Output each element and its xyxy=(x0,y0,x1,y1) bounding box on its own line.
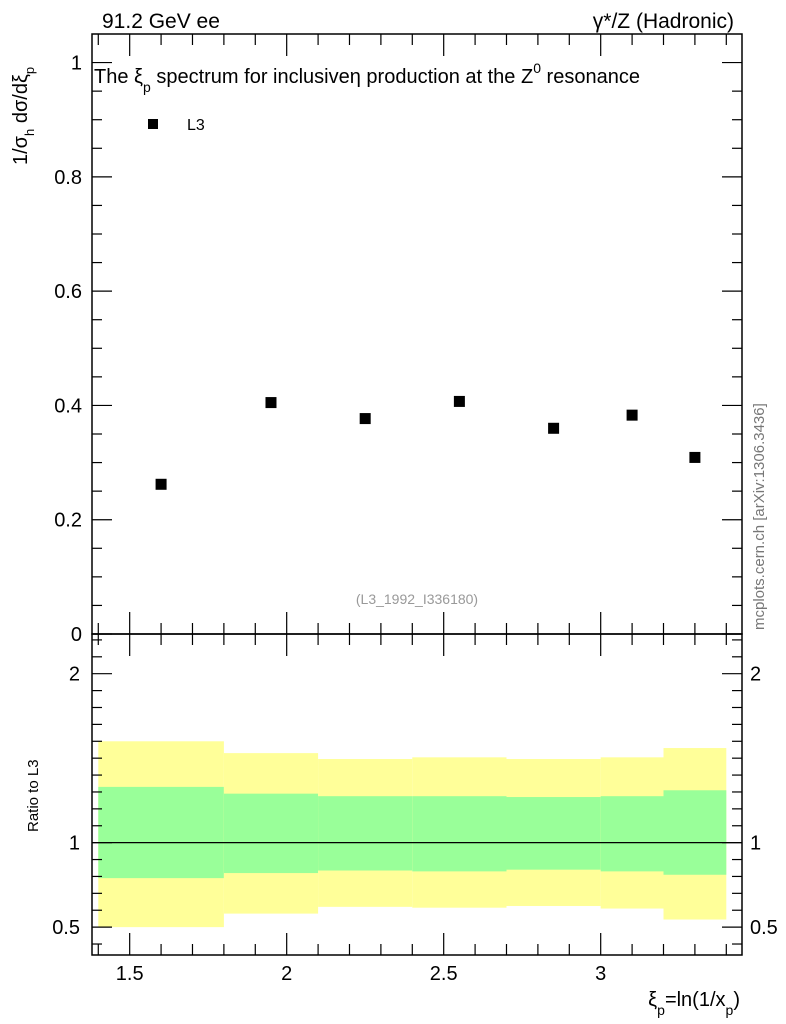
x-tick-label: 3 xyxy=(595,963,606,985)
header-right: γ*/Z (Hadronic) xyxy=(593,10,734,33)
main-y-tick-label: 1 xyxy=(71,53,82,75)
watermark: mcplots.cern.ch [arXiv:1306.3436] xyxy=(751,403,768,630)
main-y-axis-label: 1/σh dσ/dξp xyxy=(10,67,37,165)
xlabel-part-c: ) xyxy=(733,989,740,1011)
band-inner xyxy=(506,797,601,870)
band-inner xyxy=(318,796,413,871)
main-axis-ticks xyxy=(92,34,742,635)
ratio-axis-ticks xyxy=(92,634,742,955)
ylabel-part-a: 1/σ xyxy=(10,135,32,165)
legend-marker xyxy=(148,119,158,129)
x-tick-labels: 1.5 2 2.5 3 xyxy=(116,963,606,985)
data-point xyxy=(265,397,277,409)
main-y-tick-label: 0.2 xyxy=(54,510,82,532)
ylabel-part-a-sub: h xyxy=(22,129,37,136)
data-point xyxy=(548,422,560,434)
ratio-y-tick-labels: 0.5 0.5 1 1 2 2 xyxy=(52,664,778,939)
band-inner xyxy=(412,796,507,872)
main-y-tick-label: 0 xyxy=(71,624,82,646)
xlabel-part-a-sub: p xyxy=(657,1002,665,1018)
main-y-tick-label: 0.8 xyxy=(54,167,82,189)
main-y-tick-label: 0.6 xyxy=(54,281,82,303)
x-tick-label: 2 xyxy=(281,963,292,985)
legend-label: L3 xyxy=(187,117,205,134)
band-inner xyxy=(223,793,319,874)
xlabel-part-b-sub: p xyxy=(726,1002,734,1018)
header-left: 91.2 GeV ee xyxy=(102,10,220,33)
ratio-y-tick-label-left: 1 xyxy=(69,833,80,855)
ratio-y-axis-label: Ratio to L3 xyxy=(25,759,42,832)
main-y-tick-label: 0.4 xyxy=(54,395,82,417)
data-point xyxy=(453,395,465,407)
x-axis-label: ξp=ln(1/xp) xyxy=(648,989,740,1018)
title-part-3: resonance xyxy=(541,66,640,88)
xlabel-part-b: =ln(1/x xyxy=(665,989,726,1011)
ratio-y-tick-label-right: 0.5 xyxy=(750,917,778,939)
main-panel: 00.20.40.60.81 The ξp spectrum for inclu… xyxy=(10,33,743,646)
title-part-2-sup: 0 xyxy=(533,60,541,76)
ratio-y-tick-label-right: 1 xyxy=(750,833,761,855)
ratio-y-tick-label-left: 2 xyxy=(69,664,80,686)
analysis-tag: (L3_1992_I336180) xyxy=(356,591,478,607)
ylabel-part-b-sub: p xyxy=(22,67,37,74)
x-tick-label: 1.5 xyxy=(116,963,144,985)
xlabel-part-a: ξ xyxy=(648,989,657,1011)
ylabel-part-b: dσ/dξ xyxy=(10,74,32,129)
band-inner xyxy=(663,790,727,875)
data-point xyxy=(359,413,371,425)
title-part-2: spectrum for inclusiveη production at th… xyxy=(151,66,533,88)
band-inner xyxy=(98,786,224,879)
title-part-1: The ξ xyxy=(94,66,143,88)
ratio-y-tick-label-right: 2 xyxy=(750,664,761,686)
title-part-1-sub: p xyxy=(143,79,151,95)
data-point xyxy=(626,409,638,421)
ratio-panel: 0.5 0.51 12 2 1.5 2 2.5 3 Ratio to L3 ξp=ln(1/… xyxy=(25,633,778,1018)
ratio-uncertainty-bands xyxy=(98,741,727,928)
main-y-tick-labels: 0 0.2 0.4 0.6 0.8 1 xyxy=(54,53,82,646)
data-point xyxy=(155,478,167,490)
ratio-y-tick-label-left: 0.5 xyxy=(52,917,80,939)
data-point xyxy=(689,451,701,463)
chart-title: The ξp spectrum for inclusiveη productio… xyxy=(94,60,640,95)
ratio-frame xyxy=(91,633,743,956)
band-inner xyxy=(600,796,664,872)
data-series-l3 xyxy=(155,395,701,490)
x-tick-label: 2.5 xyxy=(430,963,458,985)
